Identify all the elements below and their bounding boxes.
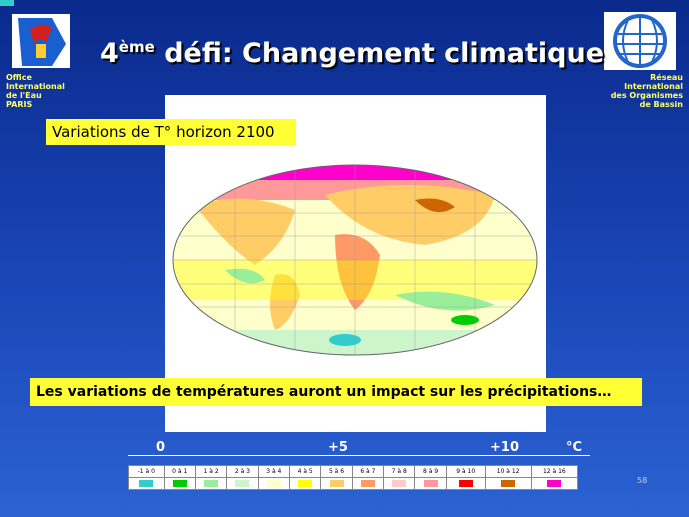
title-text: défi: Changement climatique: [164, 38, 605, 69]
legend-cell: [257, 477, 290, 490]
scale-line: [128, 455, 590, 456]
legend-cell: [288, 477, 322, 490]
legend-cell: [226, 477, 259, 490]
legend-cell: [445, 477, 486, 490]
org-line: de l'Eau: [6, 91, 42, 100]
org-line: de Bassin: [639, 100, 683, 109]
world-map: [172, 164, 538, 356]
scale-label: +5: [328, 440, 348, 455]
legend-swatch: [458, 480, 473, 487]
legend-swatch: [172, 480, 187, 487]
legend-swatch: [501, 480, 516, 487]
legend-swatch: [266, 480, 281, 487]
org-line: des Organismes: [610, 91, 683, 100]
legend-cell: [484, 477, 532, 490]
legend-colors: [128, 477, 579, 490]
legend-cell: [163, 477, 196, 490]
scale-label: +10: [490, 440, 519, 455]
legend-label: 2 à 3: [226, 465, 259, 478]
legend-label: 3 à 4: [257, 465, 290, 478]
slide-title: 4ème défi: Changement climatique: [100, 38, 604, 69]
legend-label: 7 à 8: [383, 465, 416, 478]
map-frame: [165, 95, 546, 432]
legend-swatch: [204, 480, 219, 487]
legend-label: 9 à 10: [445, 465, 486, 478]
legend-label: 1 à 2: [194, 465, 228, 478]
legend-swatch: [360, 480, 375, 487]
legend-cell: [351, 477, 385, 490]
org-line: International: [6, 82, 65, 91]
legend-swatch: [392, 480, 407, 487]
right-org: Réseau International des Organismes de Bass…: [611, 73, 683, 109]
org-line: Réseau: [650, 73, 683, 82]
left-logo: [12, 14, 70, 68]
corner-accent: [0, 0, 14, 6]
legend-cell: [383, 477, 416, 490]
legend-label: 12 à 16: [530, 465, 579, 478]
legend-label: 5 à 6: [320, 465, 353, 478]
legend-label: -1 à 0: [128, 465, 165, 478]
legend-swatch: [329, 480, 344, 487]
title-number: 4: [100, 38, 119, 69]
org-line: Office: [6, 73, 32, 82]
left-org: Office International de l'Eau PARIS: [6, 73, 65, 109]
legend-cell: [194, 477, 228, 490]
legend-cell: [320, 477, 353, 490]
scale-label: 0: [156, 440, 166, 455]
right-logo: [604, 12, 676, 70]
legend-cell: [128, 477, 165, 490]
legend-label: 6 à 7: [351, 465, 385, 478]
legend-swatch: [139, 480, 154, 487]
scale-unit: °C: [566, 440, 583, 455]
legend-label: 8 à 9: [414, 465, 447, 478]
legend-label: 4 à 5: [288, 465, 322, 478]
map-label: Variations de T° horizon 2100: [46, 119, 296, 145]
legend-cell: [414, 477, 447, 490]
legend-swatch: [423, 480, 438, 487]
legend-swatch: [235, 480, 250, 487]
org-line: PARIS: [6, 100, 33, 109]
legend-swatch: [298, 480, 313, 487]
org-line: International: [624, 82, 683, 91]
caption: Les variations de températures auront un…: [30, 378, 642, 406]
legend-label: 10 à 12: [484, 465, 532, 478]
legend-swatch: [547, 480, 562, 487]
legend-cell: [530, 477, 579, 490]
page-number: 58: [637, 476, 648, 485]
legend-label: 0 à 1: [163, 465, 196, 478]
title-sup: ème: [118, 38, 155, 56]
